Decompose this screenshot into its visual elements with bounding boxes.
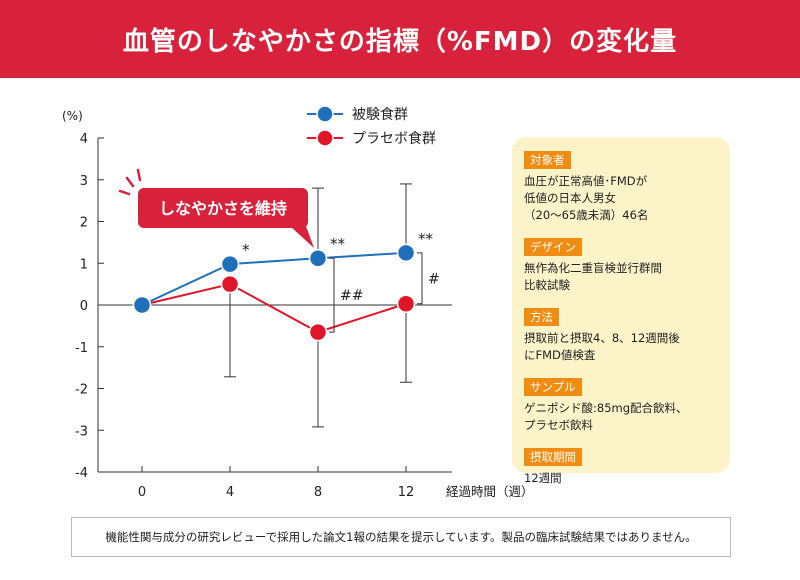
info-section: 対象者血圧が正常高値･FMDが 低値の日本人男女 （20〜65歳未満）46名 <box>524 149 720 224</box>
y-tick-label: -1 <box>75 341 88 356</box>
header-banner: 血管のしなやかさの指標（%FMD）の変化量 <box>0 0 800 78</box>
callout-emphasis-stroke <box>125 176 135 188</box>
legend-marker <box>316 129 334 147</box>
info-label-badge: 対象者 <box>524 151 571 169</box>
y-tick-label: -3 <box>75 424 88 439</box>
x-tick-label: 8 <box>314 485 322 500</box>
x-tick-label: 12 <box>398 485 415 500</box>
callout-emphasis-stroke <box>118 189 131 196</box>
info-text: ゲニポシド酸:85mg配合飲料、 プラセボ飲料 <box>524 401 688 432</box>
x-tick-label: 0 <box>138 485 146 500</box>
y-tick-label: 2 <box>80 216 88 231</box>
group-difference-marker: ## <box>340 288 363 304</box>
info-label-badge: サンプル <box>524 378 582 396</box>
group-bracket <box>329 257 335 333</box>
data-point <box>220 254 240 274</box>
info-text: 血圧が正常高値･FMDが 低値の日本人男女 （20〜65歳未満）46名 <box>524 174 649 222</box>
legend-label: 被験食群 <box>352 106 408 123</box>
group-bracket <box>417 252 423 305</box>
data-point <box>308 322 328 342</box>
callout-bubble <box>138 188 308 228</box>
significance-marker: ** <box>330 235 346 253</box>
page-title: 血管のしなやかさの指標（%FMD）の変化量 <box>122 26 678 57</box>
data-point <box>308 248 328 268</box>
info-section: 方法摂取前と摂取4、8、12週間後 にFMD値検査 <box>524 306 720 364</box>
disclaimer-box: 機能性関与成分の研究レビューで採用した論文1報の結果を提示しています。製品の臨床… <box>71 517 731 557</box>
legend-marker <box>316 105 334 123</box>
y-tick-label: 0 <box>80 299 88 314</box>
y-tick-label: 3 <box>80 174 88 189</box>
info-section: 摂取期間 12週間 <box>524 446 720 487</box>
data-point <box>396 243 416 263</box>
x-tick-label: 4 <box>226 485 234 500</box>
info-text: 無作為化二重盲検並行群間 比較試験 <box>524 261 662 292</box>
x-axis-title: 経過時間（週） <box>446 484 534 499</box>
significance-marker: ** <box>418 230 434 248</box>
disclaimer-text: 機能性関与成分の研究レビューで採用した論文1報の結果を提示しています。製品の臨床… <box>105 530 697 544</box>
legend-label: プラセボ食群 <box>352 130 436 147</box>
group-difference-marker: # <box>428 271 440 287</box>
study-info-panel: 対象者血圧が正常高値･FMDが 低値の日本人男女 （20〜65歳未満）46名デザ… <box>512 137 730 485</box>
data-point <box>220 274 240 294</box>
info-text: 12週間 <box>524 471 562 485</box>
series-line <box>141 251 407 306</box>
y-tick-label: -4 <box>75 466 88 481</box>
info-text: 摂取前と摂取4、8、12週間後 にFMD値検査 <box>524 331 680 362</box>
info-section: デザイン無作為化二重盲検並行群間 比較試験 <box>524 236 720 294</box>
series-line <box>141 283 407 334</box>
y-tick-label: 4 <box>80 132 88 147</box>
info-label-badge: 方法 <box>524 308 559 326</box>
callout-pointer <box>290 226 314 248</box>
info-label-badge: 摂取期間 <box>524 448 582 466</box>
data-point <box>132 295 152 315</box>
y-unit-label: (%) <box>62 109 83 123</box>
y-tick-label: 1 <box>80 257 88 272</box>
significance-marker: * <box>242 241 250 259</box>
callout-emphasis-stroke <box>136 168 142 182</box>
callout-text: しなやかさを維持 <box>159 199 287 218</box>
data-point <box>396 294 416 313</box>
y-tick-label: -2 <box>75 383 88 398</box>
info-label-badge: デザイン <box>524 238 582 256</box>
info-section: サンプルゲニポシド酸:85mg配合飲料、 プラセボ飲料 <box>524 376 720 434</box>
